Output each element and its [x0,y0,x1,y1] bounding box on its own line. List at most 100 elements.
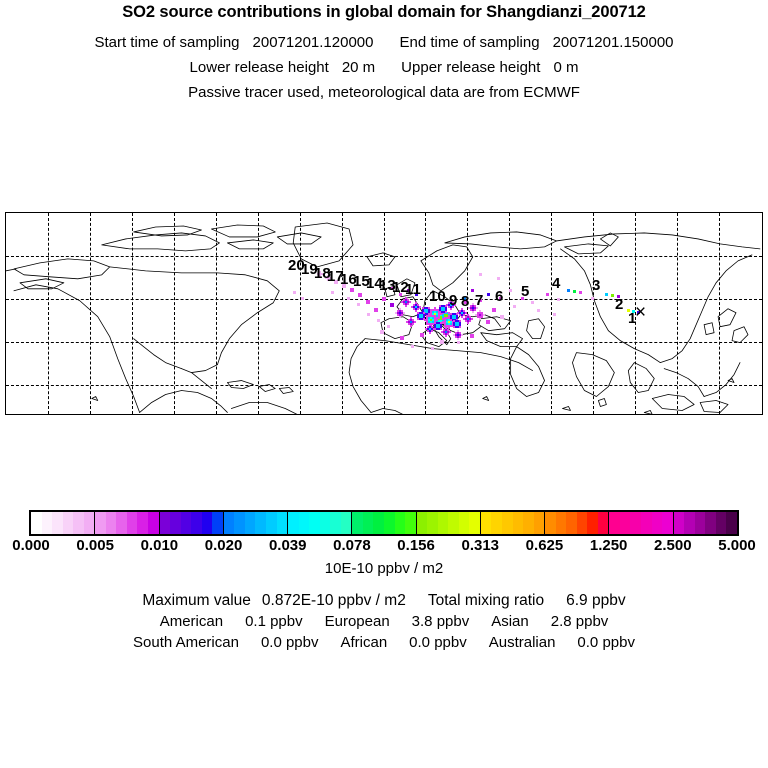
plume-cell [403,303,405,305]
plume-cell [424,313,426,315]
plume-cell [399,314,401,316]
colorbar-swatch [673,512,685,534]
colorbar-tick-labels: 0.000 0.005 0.010 0.020 0.039 0.078 0.156 0.313… [0,537,768,555]
plume-cell [448,325,450,327]
plume-cell [459,310,461,312]
plume-cell [421,312,423,314]
colorbar-swatch [234,512,245,534]
plume-cell [442,318,444,320]
plume-cell [434,307,436,309]
plume-cell [417,306,419,308]
plume-cell [442,342,444,344]
colorbar[interactable] [29,510,739,536]
colorbar-swatch [705,512,716,534]
plume-cell [454,315,456,317]
plume-cell [382,299,384,301]
colorbar-swatch [651,512,663,534]
plume-cell [479,314,481,316]
graticule-meridian [593,213,595,414]
world-map-panel[interactable]: 20 19 18 17 16 15 14 13 12 11 10 9 8 7 6 5 4 3 2 1 × [5,212,763,415]
plume-cell [403,312,405,314]
plume-cell [446,304,448,306]
plume-cell [321,273,323,275]
plume-cell [443,305,445,307]
colorbar-unit-label: 10E-10 ppbv / m2 [324,560,444,577]
plume-cell [334,282,336,284]
plume-cell [448,319,450,321]
plume-cell [436,317,438,319]
plume-cell [453,320,455,322]
plume-cell [426,307,428,309]
colorbar-tick-10: 2.500 [654,537,692,554]
plume-cell [445,309,447,311]
plume-cell [479,273,482,276]
colorbar-swatch [223,512,235,534]
plume-cell [432,311,434,313]
plume-cell [410,317,412,319]
plume-cell [426,323,428,325]
plume-cell [452,304,454,306]
plume-cell [445,307,447,309]
colorbar-swatch [330,512,341,534]
plume-cell [438,313,440,315]
plume-cell [477,314,479,316]
plume-cell [461,310,463,312]
plume-cell [397,314,399,316]
colorbar-segment-5 [352,512,417,534]
plume-cell [472,309,474,311]
plume-cell [466,302,468,304]
plume-cell [417,312,419,314]
plume-cell [449,331,451,333]
plume-cell [395,312,397,314]
plume-cell [428,309,430,311]
plume-cell [450,300,452,302]
plume-cell [440,342,442,344]
plume-cell [452,315,454,317]
plume-cell [446,312,448,314]
plume-cell [465,312,467,314]
plume-cell [471,318,473,320]
plume-cell [438,326,440,328]
colorbar-swatch [383,512,395,534]
plume-cell [440,324,442,326]
plume-cell [457,320,459,322]
plume-cell [469,316,471,318]
plume-cell [319,275,321,277]
plume-cell [513,305,516,308]
plume-cell [476,307,478,309]
plume-cell [420,333,422,335]
plume-cell [411,345,414,348]
plume-cell [445,311,447,313]
plume-cell [472,303,474,305]
plume-cell [442,340,444,342]
trajectory-label-16: 16 [340,271,357,288]
plume-cell [436,313,438,315]
map-inner: 20 19 18 17 16 15 14 13 12 11 10 9 8 7 6 5 4 3 2 1 × [6,213,762,414]
plume-cell [420,335,422,337]
plume-cell [553,313,556,316]
plume-cell [442,316,444,318]
plume-cell [439,305,441,307]
plume-cell [459,332,461,334]
plume-cell [474,309,476,311]
plume-cell [456,313,458,315]
plume-cell [442,321,444,323]
graticule-meridian [173,213,175,414]
plume-cell [440,316,442,318]
plume-cell [438,315,440,317]
plume-cell [466,300,468,302]
plume-cell [472,336,474,338]
colorbar-swatch [458,512,470,534]
plume-cell [605,293,608,296]
plume-cell [440,314,442,316]
plume-cell [368,302,370,304]
plume-cell [407,301,409,303]
plume-cell [429,326,431,328]
plume-cell [459,326,461,328]
plume-cell [487,293,490,296]
plume-cell [342,284,344,286]
plume-cell [474,307,476,309]
colorbar-swatch [105,512,117,534]
trajectory-label-6: 6 [495,288,504,305]
plume-cell [432,321,434,323]
